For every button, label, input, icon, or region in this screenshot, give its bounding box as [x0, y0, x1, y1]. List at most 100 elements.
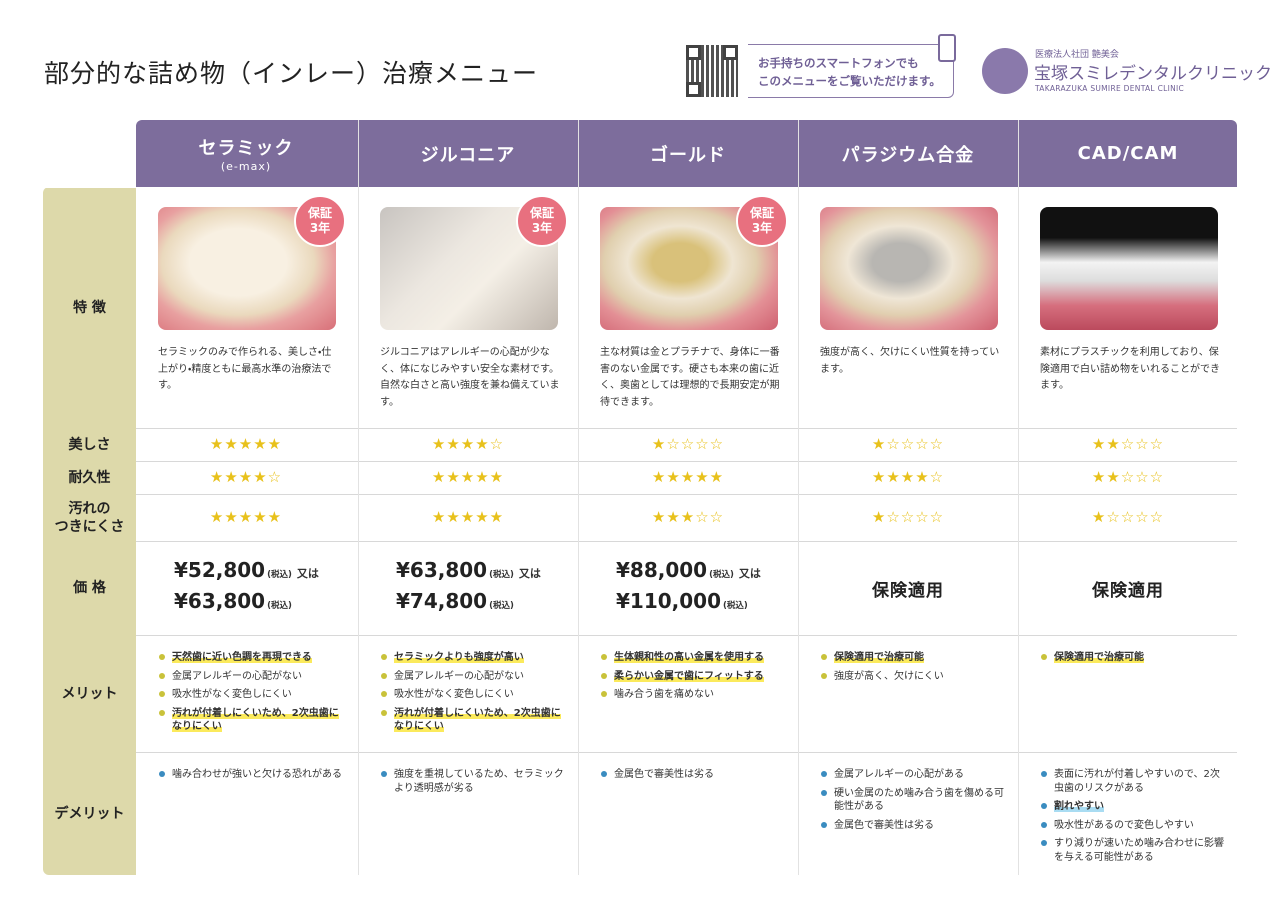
- merit-item: 天然歯に近い色調を再現できる: [158, 651, 344, 665]
- item-text: 割れやすい: [1054, 801, 1104, 812]
- item-text: 吸水性がなく変色しにくい: [172, 689, 292, 700]
- merit-item: 金属アレルギーの心配がない: [380, 670, 566, 684]
- merit-item: 吸水性がなく変色しにくい: [158, 688, 344, 702]
- merit-item: 金属アレルギーの心配がない: [158, 670, 344, 684]
- row-label: 特 徴: [43, 187, 136, 428]
- merits-list: セラミックよりも強度が高い 金属アレルギーの心配がない 吸水性がなく変色しにくい汚れ…: [380, 651, 566, 739]
- column-divider: [798, 120, 799, 875]
- merit-item: 生体親和性の高い金属を使用する: [600, 651, 786, 665]
- header-bar: [136, 120, 1237, 187]
- feature-text: 素材にプラスチックを利用しており、保険適用で白い詰め物をいれることができます。: [1040, 347, 1220, 391]
- qr-note: お手持ちのスマートフォンでも このメニューをご覧いただけます。: [748, 44, 954, 98]
- rating-stars: ★★★★☆: [209, 468, 283, 486]
- row-label: 汚れの つきにくさ: [43, 494, 136, 541]
- column-name: ゴールド: [650, 144, 726, 166]
- rating-stars: ★★★★☆: [431, 435, 505, 453]
- clinic-english: TAKARAZUKA SUMIRE DENTAL CLINIC: [1035, 84, 1185, 93]
- merit-item: 保険適用で治療可能: [820, 651, 1006, 665]
- row-label-line: 美しさ: [68, 436, 111, 453]
- rating-stars: ★★★★★: [651, 468, 725, 486]
- column-header: ゴールド: [578, 120, 798, 187]
- qr-note-line: お手持ちのスマートフォンでも: [758, 56, 919, 70]
- page-title: 部分的な詰め物（インレー）治療メニュー: [44, 59, 539, 88]
- rating-stars: ★☆☆☆☆: [871, 435, 945, 453]
- column-sub: (e-max): [220, 160, 272, 173]
- price-insurance: 保険適用: [872, 581, 944, 601]
- merit-item: 噛み合う歯を痛めない: [600, 688, 786, 702]
- row-label-line: 価 格: [73, 580, 106, 596]
- item-text: 強度を重視しているため、セラミックより透明感が劣る: [394, 769, 564, 794]
- item-text: 金属アレルギーの心配がない: [394, 670, 524, 682]
- column-divider: [358, 120, 359, 875]
- clinic-name: 宝塚スミレデンタルクリニック: [1034, 64, 1272, 84]
- row-label: デメリット: [43, 752, 136, 875]
- row-divider: [136, 461, 1237, 462]
- demerit-item: 噛み合わせが強いと欠ける恐れがある: [158, 768, 344, 782]
- demerit-item: 硬い金属のため噛み合う歯を傷める可能性がある: [820, 787, 1006, 814]
- badge-text: 保証: [529, 206, 554, 220]
- demerits-list: 噛み合わせが強いと欠ける恐れがある: [158, 768, 344, 787]
- item-text: 金属色で審美性は劣る: [614, 769, 714, 780]
- demerit-item: 金属アレルギーの心配がある: [820, 768, 1006, 782]
- row-divider: [136, 541, 1237, 542]
- rating-stars: ★★☆☆☆: [1091, 435, 1165, 453]
- merit-item: セラミックよりも強度が高い: [380, 651, 566, 665]
- merit-item: 柔らかい金属で歯にフィットする: [600, 670, 786, 684]
- demerit-item: 強度を重視しているため、セラミックより透明感が劣る: [380, 768, 566, 795]
- feature-text: セラミックのみで作られる、美しさ・仕上がり・精度ともに最高水準の治療法です。: [158, 347, 332, 391]
- price-amount: ¥63,800: [174, 589, 266, 613]
- row-label-line: つきにくさ: [54, 518, 125, 535]
- demerits-list: 金属色で審美性は劣る: [600, 768, 786, 787]
- price-line: ¥52,800 (税込) 又は: [174, 558, 319, 582]
- item-text: 硬い金属のため噛み合う歯を傷める可能性がある: [834, 787, 1004, 813]
- item-text: 汚れが付着しにくいため、2次虫歯になりにくい: [172, 707, 339, 732]
- rating-stars: ★☆☆☆☆: [651, 435, 725, 453]
- badge-text: 保証: [749, 206, 774, 220]
- column-header: ジルコニア: [358, 120, 578, 187]
- feature-text: ジルコニアはアレルギーの心配が少なく、体になじみやすい安全な素材です。自然な白さ…: [380, 347, 560, 408]
- column-header: パラジウム合金: [798, 120, 1018, 187]
- demerits-list: 表面に汚れが付着しやすいので、2次虫歯のリスクがある 割れやすい 吸水性があるので変…: [1040, 768, 1226, 869]
- row-label-line: 耐久性: [68, 469, 111, 486]
- clinic-logo: [982, 48, 1028, 94]
- feature-text: 強度が高く、欠けにくい性質を持っています。: [820, 347, 1000, 375]
- price-amount: ¥52,800: [174, 558, 266, 582]
- row-label: 耐久性: [43, 461, 136, 494]
- item-text: 表面に汚れが付着しやすいので、2次虫歯のリスクがある: [1054, 769, 1220, 794]
- item-text: 保険適用で治療可能: [1054, 652, 1144, 663]
- column-header: セラミック (e-max): [136, 120, 356, 187]
- label-column-bg: [43, 187, 136, 875]
- merit-item: 吸水性がなく変色しにくい: [380, 688, 566, 702]
- row-label-line: メリット: [61, 685, 118, 702]
- tooth-image: [1040, 207, 1218, 330]
- item-text: 金属色で審美性は劣る: [834, 819, 934, 831]
- demerits-list: 強度を重視しているため、セラミックより透明感が劣る: [380, 768, 566, 800]
- merit-item: 汚れが付着しにくいため、2次虫歯になりにくい: [380, 707, 566, 734]
- warranty-badge: 保証 3年: [516, 195, 568, 247]
- merits-list: 保険適用で治療可能 強度が高く、欠けにくい: [820, 651, 1006, 688]
- price-amount: ¥110,000: [616, 589, 722, 613]
- demerit-item: 表面に汚れが付着しやすいので、2次虫歯のリスクがある: [1040, 768, 1226, 795]
- qr-finder: [686, 45, 701, 60]
- rating-stars: ★★★★★: [209, 508, 283, 526]
- column-divider: [578, 120, 579, 875]
- column-name: CAD/CAM: [1077, 143, 1179, 164]
- item-text: 吸水性がなく変色しにくい: [394, 689, 514, 700]
- price-line: ¥110,000 (税込): [616, 589, 748, 613]
- row-divider: [136, 752, 1237, 753]
- row-label-line: デメリット: [54, 805, 125, 822]
- column-header: CAD/CAM: [1018, 120, 1238, 187]
- item-text: 噛み合う歯を痛めない: [614, 689, 714, 700]
- rating-stars: ★★★★☆: [871, 468, 945, 486]
- item-text: セラミックよりも強度が高い: [394, 652, 524, 663]
- qr-code: [686, 45, 738, 97]
- rating-stars: ★★★★★: [431, 468, 505, 486]
- column-name: パラジウム合金: [841, 144, 975, 166]
- badge-text: 3年: [531, 221, 553, 235]
- row-label-line: 汚れの: [68, 500, 111, 517]
- row-divider: [136, 428, 1237, 429]
- row-divider: [136, 494, 1237, 495]
- item-text: 金属アレルギーの心配がある: [834, 769, 964, 780]
- merit-item: 保険適用で治療可能: [1040, 651, 1226, 665]
